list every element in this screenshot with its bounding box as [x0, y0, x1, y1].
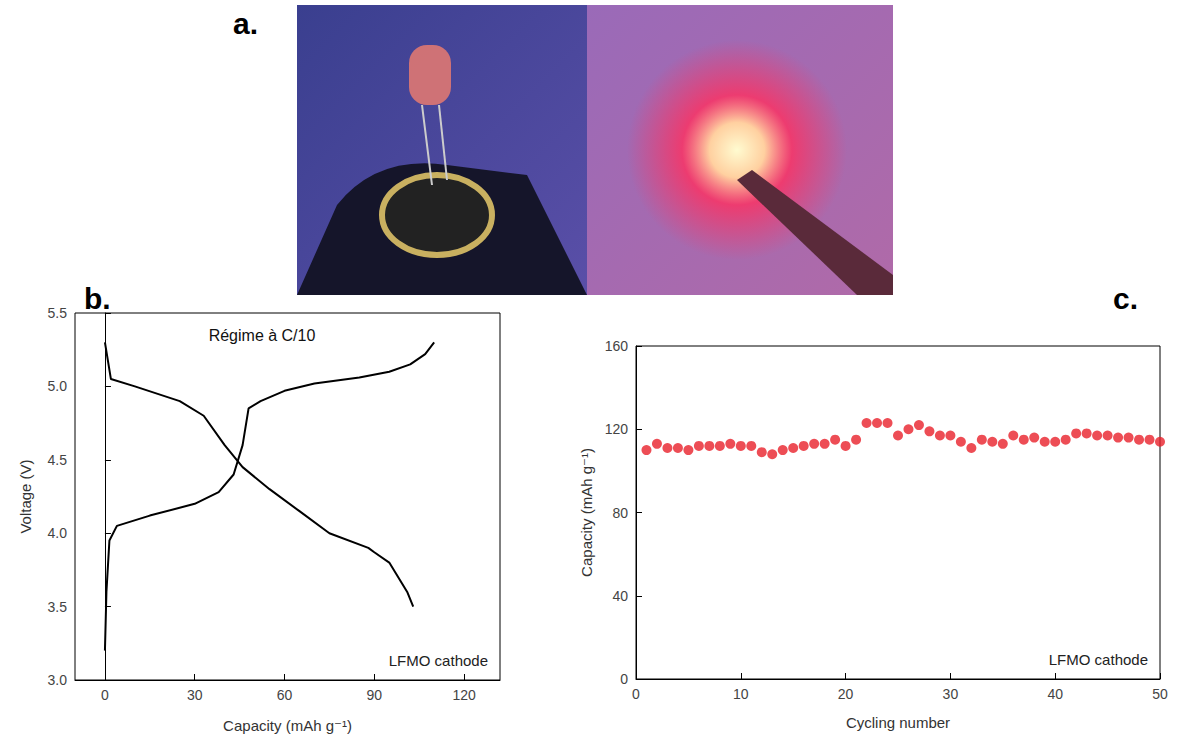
svg-text:30: 30: [187, 687, 203, 703]
svg-text:4.0: 4.0: [48, 525, 68, 541]
svg-text:3.0: 3.0: [48, 672, 68, 688]
svg-text:0: 0: [620, 671, 628, 687]
svg-text:0: 0: [101, 687, 109, 703]
svg-text:c.: c.: [1113, 282, 1138, 315]
svg-text:120: 120: [605, 421, 629, 437]
svg-text:90: 90: [367, 687, 383, 703]
svg-text:Cycling number: Cycling number: [846, 714, 950, 731]
svg-text:LFMO cathode: LFMO cathode: [389, 652, 488, 669]
svg-text:Régime à C/10: Régime à C/10: [209, 327, 316, 344]
svg-text:LFMO cathode: LFMO cathode: [1049, 651, 1148, 668]
svg-text:80: 80: [612, 505, 628, 521]
svg-text:160: 160: [605, 338, 629, 354]
svg-text:3.5: 3.5: [48, 599, 68, 615]
svg-text:20: 20: [838, 686, 854, 702]
svg-text:5.0: 5.0: [48, 378, 68, 394]
svg-text:5.5: 5.5: [48, 305, 68, 321]
svg-text:Capacity (mAh g⁻¹): Capacity (mAh g⁻¹): [223, 717, 352, 734]
svg-text:Capacity (mAh g⁻¹): Capacity (mAh g⁻¹): [578, 448, 595, 577]
svg-text:40: 40: [1047, 686, 1063, 702]
svg-text:60: 60: [277, 687, 293, 703]
svg-text:a.: a.: [233, 7, 258, 40]
svg-text:50: 50: [1152, 686, 1168, 702]
svg-text:120: 120: [452, 687, 476, 703]
svg-text:10: 10: [733, 686, 749, 702]
svg-text:30: 30: [943, 686, 959, 702]
svg-text:b.: b.: [84, 282, 111, 315]
svg-text:4.5: 4.5: [48, 452, 68, 468]
svg-text:0: 0: [632, 686, 640, 702]
svg-text:40: 40: [612, 588, 628, 604]
svg-text:Voltage (V): Voltage (V): [17, 459, 34, 533]
